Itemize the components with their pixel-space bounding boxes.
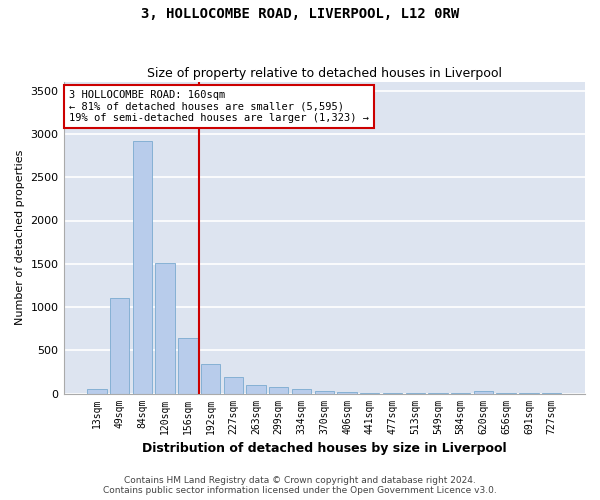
Text: 3, HOLLOCOMBE ROAD, LIVERPOOL, L12 0RW: 3, HOLLOCOMBE ROAD, LIVERPOOL, L12 0RW xyxy=(141,8,459,22)
Bar xyxy=(224,377,243,394)
Bar xyxy=(360,392,379,394)
Bar xyxy=(155,263,175,394)
Bar xyxy=(269,387,289,394)
Bar xyxy=(110,298,130,394)
Bar xyxy=(337,392,356,394)
Bar xyxy=(314,390,334,394)
Bar xyxy=(247,385,266,394)
Bar xyxy=(474,391,493,394)
Bar xyxy=(133,141,152,394)
Text: Contains HM Land Registry data © Crown copyright and database right 2024.
Contai: Contains HM Land Registry data © Crown c… xyxy=(103,476,497,495)
Text: 3 HOLLOCOMBE ROAD: 160sqm
← 81% of detached houses are smaller (5,595)
19% of se: 3 HOLLOCOMBE ROAD: 160sqm ← 81% of detac… xyxy=(69,90,369,123)
Bar xyxy=(87,389,107,394)
Bar xyxy=(292,389,311,394)
Y-axis label: Number of detached properties: Number of detached properties xyxy=(15,150,25,326)
X-axis label: Distribution of detached houses by size in Liverpool: Distribution of detached houses by size … xyxy=(142,442,506,455)
Bar xyxy=(201,364,220,394)
Title: Size of property relative to detached houses in Liverpool: Size of property relative to detached ho… xyxy=(147,66,502,80)
Bar xyxy=(178,338,197,394)
